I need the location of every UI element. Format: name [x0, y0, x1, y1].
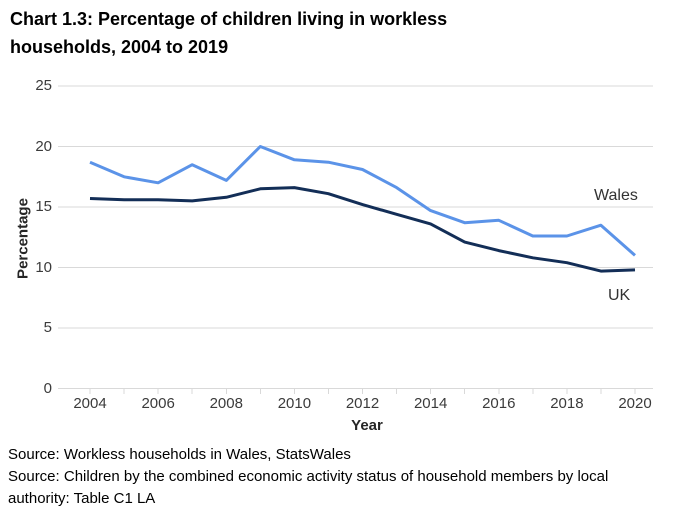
x-axis-title: Year: [351, 417, 383, 434]
x-tick-label-2006: 2006: [141, 395, 175, 412]
series-label-wales: Wales: [594, 187, 638, 204]
source-notes: Source: Workless households in Wales, St…: [8, 444, 656, 510]
x-tick-label-2008: 2008: [209, 395, 243, 412]
series-line-uk: [89, 186, 636, 273]
y-tick-label-5: 5: [43, 319, 52, 336]
chart-title: Chart 1.3: Percentage of children living…: [10, 9, 448, 57]
y-tick-label-20: 20: [35, 137, 52, 155]
y-tick-label-15: 15: [35, 198, 52, 215]
series-line-wales: [89, 145, 636, 257]
y-tick-label-0: 0: [43, 379, 52, 397]
source-line-2: Source: Children by the combined economi…: [8, 468, 609, 507]
y-tick-label-25: 25: [35, 77, 52, 94]
x-tick-label-2016: 2016: [482, 395, 516, 412]
x-tick-label-2018: 2018: [550, 395, 584, 412]
x-tick-label-2004: 2004: [73, 395, 107, 412]
y-tick-label-10: 10: [35, 258, 52, 276]
x-tick-label-2014: 2014: [413, 395, 448, 412]
y-axis-title: Percentage: [14, 198, 32, 279]
x-tick-label-2020: 2020: [618, 395, 652, 412]
x-tick-label-2010: 2010: [277, 395, 312, 412]
series-label-uk: UK: [608, 287, 631, 304]
source-line-1: Source: Workless households in Wales, St…: [8, 446, 351, 463]
x-tick-label-2012: 2012: [345, 395, 380, 412]
